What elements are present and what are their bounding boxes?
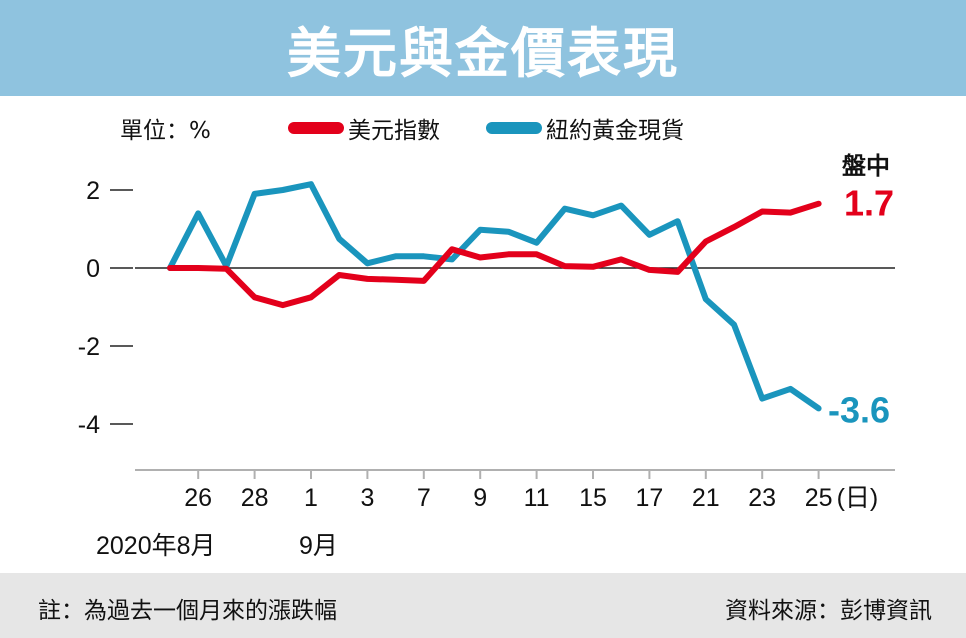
footnote: 註：為過去一個月來的漲跌幅 (38, 598, 337, 624)
x-tick-label: 25 (805, 484, 833, 512)
x-tick-label: 11 (524, 484, 550, 512)
chart-title: 美元與金價表現 (287, 21, 679, 85)
legend-gold-label: 紐約黃金現貨 (546, 118, 684, 144)
y-tick-label: 0 (86, 255, 100, 283)
y-tick-label: -2 (78, 333, 100, 361)
x-tick-label: 3 (360, 484, 374, 512)
y-tick-label: 2 (86, 177, 100, 205)
x-tick-label: 1 (304, 484, 318, 512)
unit-label: 單位：% (120, 118, 211, 144)
chart-title-banner: 美元與金價表現 (0, 0, 966, 96)
x-tick-label: 21 (692, 484, 720, 512)
usd-end-value: 1.7 (844, 183, 894, 224)
x-tick-label: 17 (635, 484, 663, 512)
x-tick-label: 28 (241, 484, 269, 512)
footer: 註：為過去一個月來的漲跌幅 資料來源：彭博資訊 (0, 573, 966, 638)
legend: 美元指數 紐約黃金現貨 (288, 118, 684, 144)
usd-index-line (167, 200, 822, 309)
axes: 2 0 -2 -4 26 28 1 3 7 9 11 15 17 21 23 25 (日) 2020年8月 9月 (78, 177, 895, 560)
x-tick-label: 15 (579, 484, 607, 512)
x-tick-label: 7 (417, 484, 431, 512)
gold-spot-line (167, 181, 822, 412)
series-lines (167, 181, 822, 412)
x-tick-label: 26 (184, 484, 212, 512)
data-source: 資料來源：彭博資訊 (725, 598, 932, 624)
month-label: 2020年8月 (96, 532, 216, 560)
legend-usd-label: 美元指數 (348, 118, 440, 144)
gold-end-value: -3.6 (828, 389, 890, 430)
x-tick-label: 23 (748, 484, 776, 512)
x-tick-label: 9 (473, 484, 487, 512)
end-labels: -3.6 1.7 (828, 183, 894, 431)
month-label: 9月 (299, 532, 338, 560)
x-axis-suffix: (日) (837, 484, 879, 512)
line-chart: 單位：% 美元指數 紐約黃金現貨 盤中 2 0 -2 -4 26 28 1 3 7 9 11 15 17… (78, 118, 895, 560)
y-tick-label: -4 (78, 411, 100, 439)
intraday-label: 盤中 (842, 152, 890, 180)
